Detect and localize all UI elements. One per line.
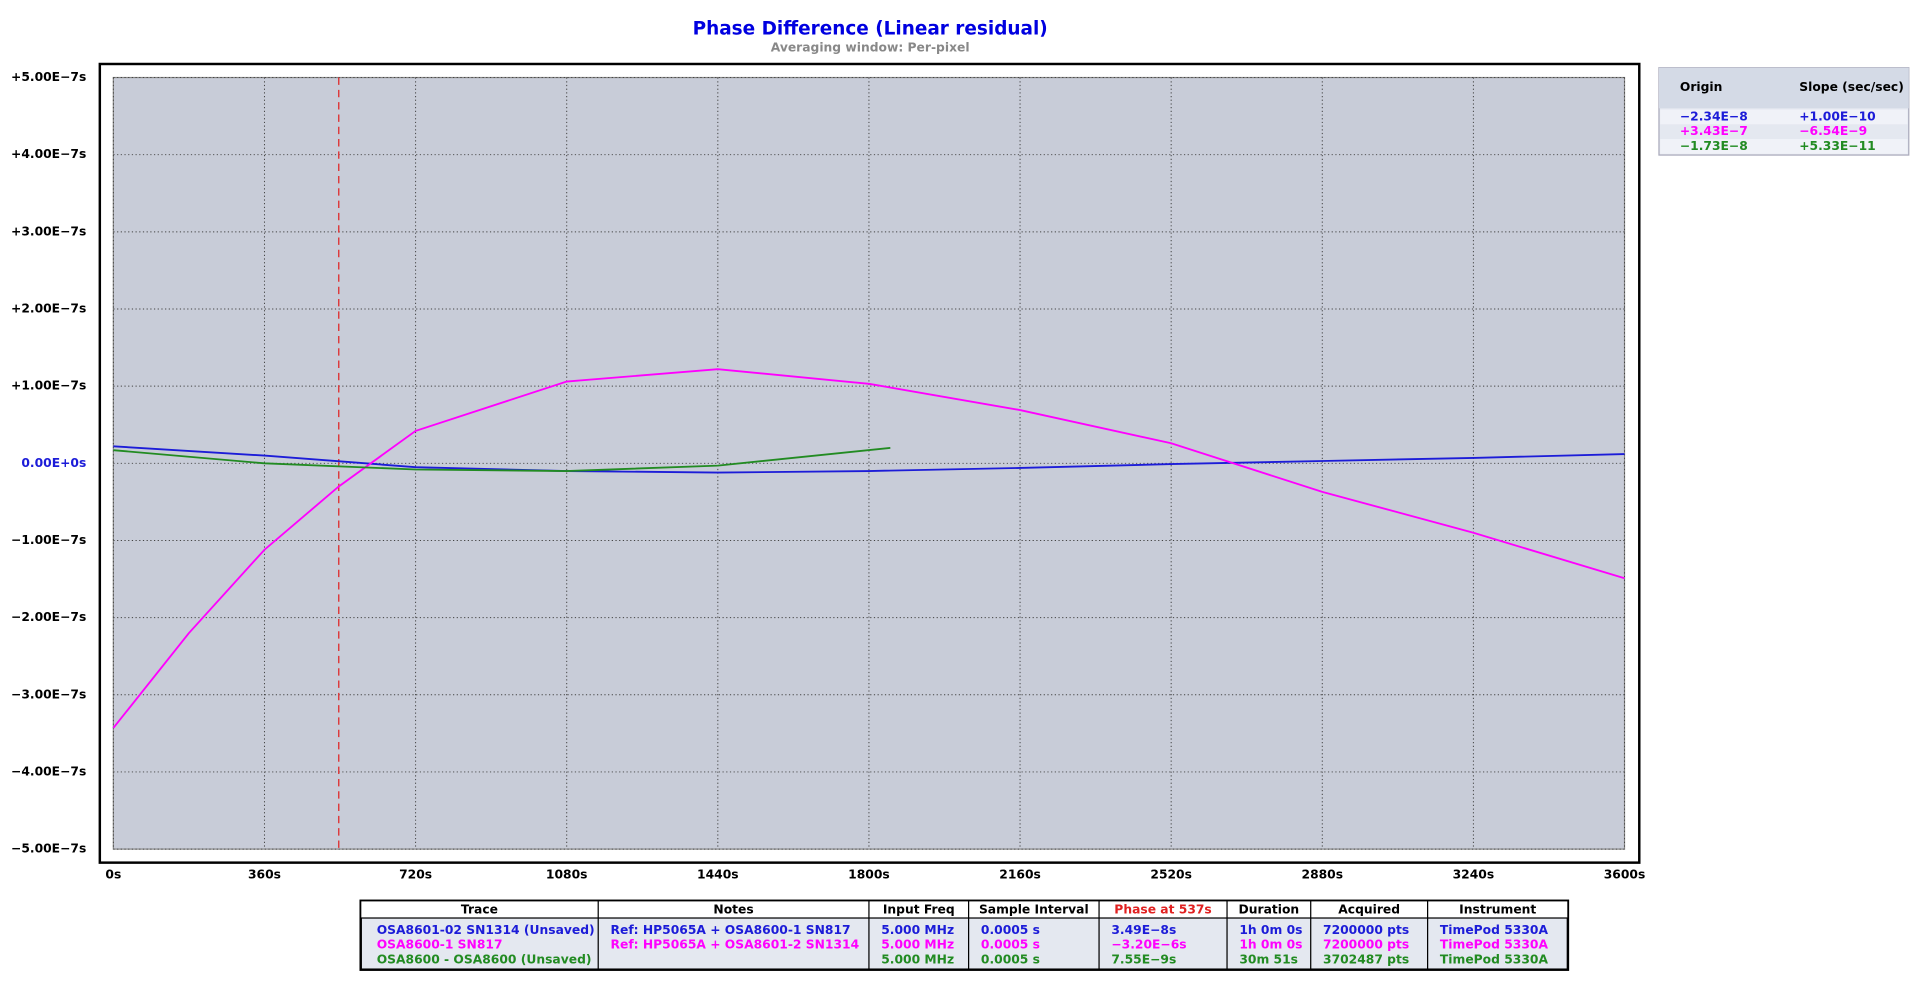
table-cell: 3.49E−8s	[1111, 923, 1176, 937]
trace-name: OSA8600 - OSA8600 (Unsaved)	[377, 952, 592, 966]
chart-title: Phase Difference (Linear residual)	[693, 19, 1048, 40]
table-cell: TimePod 5330A	[1440, 952, 1549, 966]
table-cell: +3.43E−7	[1680, 124, 1748, 138]
table-cell: −1.73E−8	[1680, 139, 1748, 153]
x-tick-label: 1440s	[697, 867, 739, 881]
table-cell: 7200000 pts	[1323, 923, 1409, 937]
x-tick-label: 2160s	[999, 867, 1041, 881]
table-header: Duration	[1239, 903, 1300, 917]
table-cell: TimePod 5330A	[1440, 938, 1549, 952]
table-header: Trace	[461, 903, 498, 917]
table-cell: Ref: HP5065A + OSA8601-2 SN1314	[611, 938, 860, 952]
x-tick-label: 0s	[105, 867, 121, 881]
table-cell: 0.0005 s	[981, 938, 1040, 952]
series-line	[113, 446, 891, 472]
table-cell: −2.34E−8	[1680, 109, 1748, 123]
table-cell: 0.0005 s	[981, 923, 1040, 937]
x-tick-label: 1800s	[848, 867, 890, 881]
table-cell: 5.000 MHz	[881, 923, 954, 937]
table-cell: 7200000 pts	[1323, 938, 1409, 952]
table-header-bg	[1658, 67, 1909, 109]
table-header: Input Freq	[883, 903, 955, 917]
x-tick-label: 720s	[399, 867, 432, 881]
x-tick-label: 2520s	[1150, 867, 1192, 881]
x-tick-label: 1080s	[546, 867, 588, 881]
y-tick-label: −3.00E−7s	[11, 687, 86, 701]
table-cell: 5.000 MHz	[881, 952, 954, 966]
table-cell: +1.00E−10	[1799, 109, 1875, 123]
y-tick-label: 0.00E+0s	[21, 456, 86, 470]
x-tick-label: 3600s	[1604, 867, 1646, 881]
table-header: Phase at 537s	[1114, 903, 1211, 917]
table-cell: +5.33E−11	[1799, 139, 1875, 153]
plot-area	[112, 76, 1626, 850]
x-tick-label: 360s	[248, 867, 281, 881]
table-header: Acquired	[1338, 903, 1400, 917]
table-cell: 1h 0m 0s	[1239, 923, 1302, 937]
table-cell: 0.0005 s	[981, 952, 1040, 966]
y-tick-label: −1.00E−7s	[11, 533, 86, 547]
table-cell: −6.54E−9	[1799, 124, 1867, 138]
table-cell: 3702487 pts	[1323, 952, 1409, 966]
y-tick-label: −4.00E−7s	[11, 764, 86, 778]
table-cell: 1h 0m 0s	[1239, 938, 1302, 952]
table-header: Notes	[713, 903, 753, 917]
table-cell: 5.000 MHz	[881, 938, 954, 952]
y-tick-label: +1.00E−7s	[11, 379, 86, 393]
table-cell: Ref: HP5065A + OSA8600-1 SN817	[611, 923, 851, 937]
table-header: Instrument	[1459, 903, 1536, 917]
table-header: Sample Interval	[979, 903, 1089, 917]
table-cell: 30m 51s	[1239, 952, 1298, 966]
table-cell: −3.20E−6s	[1111, 938, 1186, 952]
row-bg	[1660, 139, 1908, 154]
chart-subtitle: Averaging window: Per-pixel	[771, 40, 970, 54]
series-line	[112, 368, 1625, 729]
y-tick-label: +2.00E−7s	[11, 301, 86, 315]
y-tick-label: −2.00E−7s	[11, 610, 86, 624]
x-tick-label: 3240s	[1453, 867, 1495, 881]
y-tick-label: +5.00E−7s	[11, 70, 86, 84]
row-bg	[1660, 109, 1908, 125]
trace-name: OSA8600-1 SN817	[377, 938, 503, 952]
table-cell: 7.55E−9s	[1111, 952, 1176, 966]
y-tick-label: +4.00E−7s	[11, 147, 86, 161]
y-tick-label: +3.00E−7s	[11, 224, 86, 238]
series-line	[113, 445, 1625, 474]
table-cell: TimePod 5330A	[1440, 923, 1549, 937]
table-header: Origin	[1680, 80, 1723, 94]
x-tick-label: 2880s	[1302, 867, 1344, 881]
trace-table-header	[360, 900, 1569, 919]
table-header: Slope (sec/sec)	[1799, 80, 1904, 94]
y-tick-label: −5.00E−7s	[11, 842, 86, 856]
trace-name: OSA8601-02 SN1314 (Unsaved)	[377, 923, 595, 937]
